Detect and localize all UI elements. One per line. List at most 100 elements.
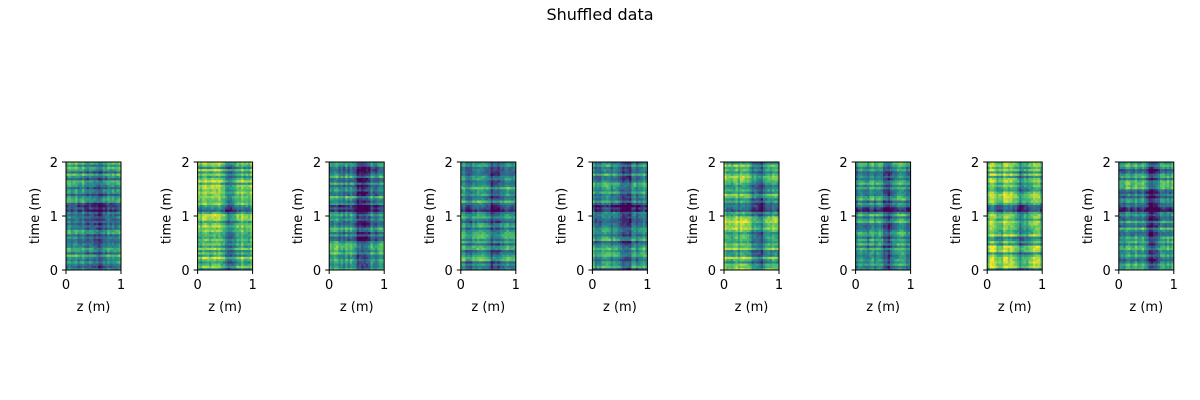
heatmap-cell (356, 263, 360, 266)
heatmap-cell (377, 229, 380, 233)
heatmap-cell (381, 218, 385, 221)
heatmap-cell (495, 267, 498, 271)
heatmap-cell (197, 171, 201, 174)
heatmap-cell (234, 162, 237, 165)
heatmap-cell (91, 186, 94, 190)
heatmap-cell (474, 252, 478, 255)
heatmap-cell (613, 254, 616, 257)
heatmap-cell (479, 243, 482, 246)
heatmap-cell (490, 243, 494, 246)
heatmap-cell (469, 173, 473, 176)
heatmap-cell (508, 173, 512, 176)
heatmap-cell (68, 184, 71, 188)
heatmap-cell (84, 227, 87, 230)
heatmap-cell (513, 207, 517, 210)
heatmap-cell (469, 184, 473, 188)
heatmap-cell (375, 267, 378, 271)
heatmap-cell (361, 254, 364, 257)
heatmap-cell (633, 249, 637, 253)
heatmap-cell (338, 216, 341, 219)
heatmap-cell (111, 173, 115, 176)
heatmap-cell (594, 256, 598, 260)
heatmap-cell (238, 207, 242, 210)
heatmap-cell (75, 198, 78, 201)
heatmap-cell (241, 162, 244, 165)
heatmap-cell (463, 256, 466, 260)
heatmap-cell (75, 252, 78, 255)
heatmap-cell (102, 207, 106, 210)
heatmap-cell (463, 177, 466, 181)
heatmap-cell (626, 240, 630, 244)
heatmap-cell (356, 225, 360, 228)
heatmap-cell (497, 195, 501, 199)
heatmap-cell (243, 213, 247, 217)
heatmap-cell (329, 231, 332, 235)
heatmap-cell (329, 220, 332, 224)
heatmap-cell (102, 261, 106, 264)
heatmap-cell (352, 236, 355, 239)
heatmap-cell (379, 218, 383, 221)
heatmap-cell (472, 229, 475, 233)
heatmap-cell (377, 218, 380, 221)
heatmap-cell (608, 256, 612, 260)
heatmap-cell (465, 222, 468, 226)
heatmap-cell (488, 238, 491, 242)
heatmap-cell (333, 225, 337, 228)
heatmap-cell (250, 189, 253, 192)
heatmap-cell (513, 193, 517, 197)
heatmap-cell (342, 186, 346, 190)
heatmap-cell (114, 195, 117, 199)
heatmap-cell (504, 263, 507, 266)
heatmap-cell (114, 247, 117, 251)
heatmap-cell (234, 171, 237, 174)
heatmap-cell (338, 166, 341, 170)
heatmap-cell (70, 202, 74, 206)
heatmap-cell (354, 175, 357, 179)
heatmap-cell (248, 213, 251, 217)
heatmap-cell (86, 171, 90, 174)
heatmap-cell (70, 247, 74, 251)
heatmap-cell (460, 218, 464, 221)
heatmap-cell (340, 243, 344, 246)
heatmap-cell (227, 227, 230, 230)
heatmap-cell (211, 234, 214, 237)
heatmap-cell (488, 265, 491, 269)
heatmap-cell (377, 222, 380, 226)
heatmap-cell (377, 227, 380, 230)
heatmap-cell (98, 220, 101, 224)
heatmap-cell (363, 204, 367, 208)
heatmap-cell (361, 211, 364, 215)
heatmap-cell (345, 184, 348, 188)
heatmap-cell (474, 231, 478, 235)
heatmap-cell (250, 220, 253, 224)
heatmap-cell (72, 184, 76, 188)
heatmap-cell (506, 207, 510, 210)
heatmap-cell (624, 265, 628, 269)
heatmap-cell (68, 229, 71, 233)
heatmap-cell (370, 202, 374, 206)
heatmap-cell (488, 236, 491, 239)
heatmap-cell (88, 216, 92, 219)
heatmap-cell (354, 238, 357, 242)
heatmap-cell (211, 238, 214, 242)
heatmap-cell (338, 236, 341, 239)
heatmap-cell (100, 213, 103, 217)
heatmap-cell (95, 211, 99, 215)
heatmap-cell (486, 234, 489, 237)
heatmap-cell (488, 218, 491, 221)
heatmap-cell (492, 220, 496, 224)
heatmap-cell (358, 216, 362, 219)
heatmap-cell (375, 182, 378, 185)
heatmap-cell (497, 193, 501, 197)
heatmap-cell (222, 171, 226, 174)
heatmap-cell (338, 189, 341, 192)
heatmap-cell (615, 240, 618, 244)
heatmap-cell (513, 209, 517, 212)
heatmap-cell (345, 202, 348, 206)
heatmap-cell (352, 209, 355, 212)
heatmap-cell (381, 249, 385, 253)
heatmap-cell (66, 267, 69, 271)
heatmap-cell (331, 238, 335, 242)
heatmap-cell (225, 225, 228, 228)
heatmap-cell (236, 225, 240, 228)
